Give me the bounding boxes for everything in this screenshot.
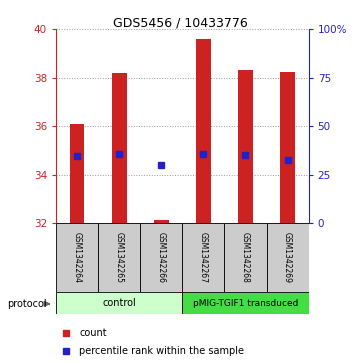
Text: GSM1342266: GSM1342266 bbox=[157, 232, 166, 283]
Bar bbox=[98, 223, 140, 292]
Text: count: count bbox=[79, 328, 107, 338]
Text: protocol: protocol bbox=[7, 299, 47, 309]
Text: pMIG-TGIF1 transduced: pMIG-TGIF1 transduced bbox=[193, 299, 298, 307]
Text: GSM1342267: GSM1342267 bbox=[199, 232, 208, 283]
Bar bbox=[56, 223, 98, 292]
Bar bbox=[56, 292, 182, 314]
Text: control: control bbox=[102, 298, 136, 308]
Bar bbox=[182, 223, 225, 292]
Text: GSM1342264: GSM1342264 bbox=[73, 232, 82, 283]
Bar bbox=[225, 223, 266, 292]
Bar bbox=[182, 292, 309, 314]
Bar bbox=[280, 72, 295, 223]
Text: GDS5456 / 10433776: GDS5456 / 10433776 bbox=[113, 16, 248, 29]
Bar bbox=[70, 124, 84, 223]
Bar bbox=[154, 220, 169, 223]
Bar bbox=[238, 70, 253, 223]
Text: GSM1342269: GSM1342269 bbox=[283, 232, 292, 283]
Bar bbox=[112, 73, 126, 223]
Bar bbox=[140, 223, 182, 292]
Text: GSM1342268: GSM1342268 bbox=[241, 232, 250, 283]
Bar bbox=[266, 223, 309, 292]
Text: GSM1342265: GSM1342265 bbox=[115, 232, 123, 283]
Bar bbox=[196, 39, 211, 223]
Text: percentile rank within the sample: percentile rank within the sample bbox=[79, 346, 244, 356]
